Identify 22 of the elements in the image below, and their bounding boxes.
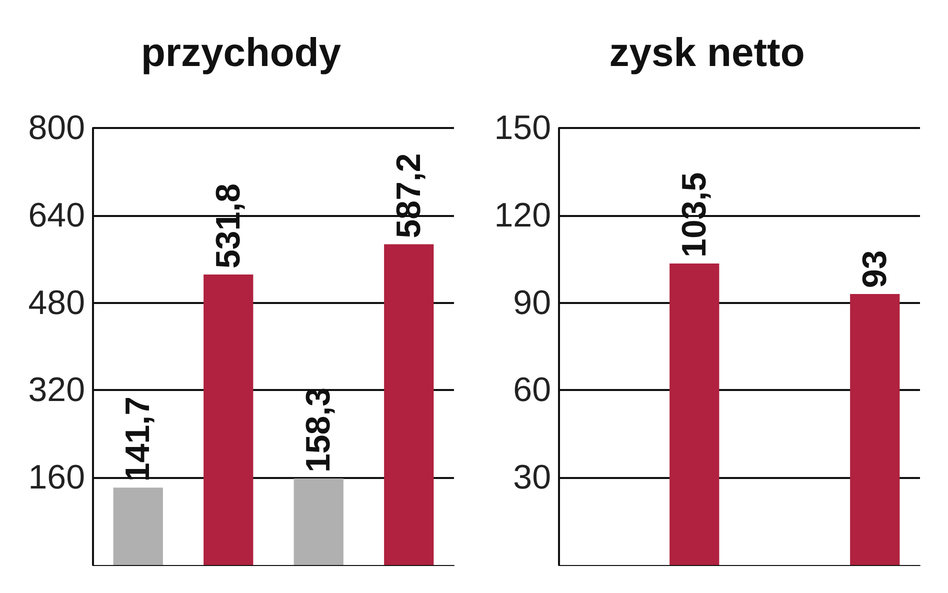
y-tick-label: 30	[513, 458, 551, 497]
y-tick-label: 120	[494, 196, 551, 234]
chart-title: przychody	[140, 31, 342, 75]
y-tick-label: 160	[28, 458, 85, 497]
data-label: 158,3	[300, 387, 338, 473]
chart-title: zysk netto	[609, 31, 805, 75]
bar	[384, 244, 434, 565]
y-tick-label: 320	[28, 371, 85, 410]
y-tick-label: 640	[28, 196, 85, 234]
y-tick-label: 480	[28, 284, 85, 322]
data-label: 587,2	[390, 153, 428, 238]
y-tick-label: 90	[513, 284, 551, 322]
y-tick-label: 800	[28, 109, 85, 147]
data-label: 93	[856, 250, 894, 288]
data-label: 103,5	[675, 172, 714, 258]
bar	[204, 274, 254, 565]
bar	[113, 488, 163, 565]
data-label: 141,7	[119, 396, 158, 482]
y-tick-label: 60	[513, 371, 551, 410]
data-label: 531,8	[209, 183, 248, 269]
bar	[294, 478, 344, 565]
y-tick-label: 150	[494, 109, 551, 147]
